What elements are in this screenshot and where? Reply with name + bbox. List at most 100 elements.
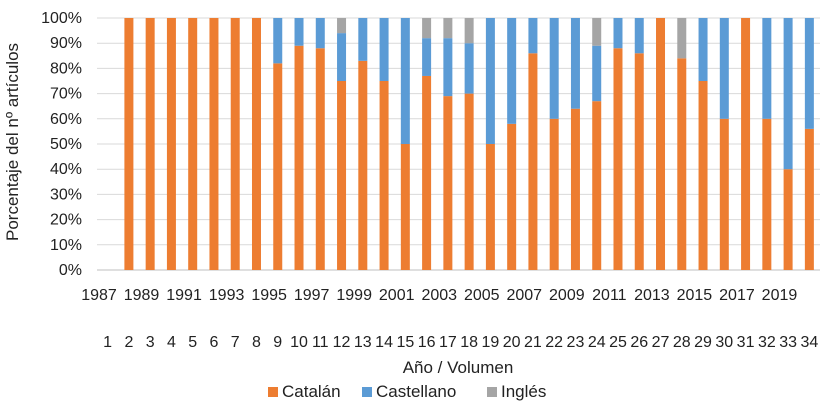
bar-segment xyxy=(741,18,751,270)
bar-segment xyxy=(358,60,368,271)
bar-segment xyxy=(804,18,814,129)
bar-segment xyxy=(634,18,644,54)
x-tick-year: 1999 xyxy=(336,287,372,304)
bar-segment xyxy=(464,93,474,270)
x-tick-volume: 18 xyxy=(460,334,478,351)
x-tick-volume: 13 xyxy=(354,334,372,351)
x-tick-volume: 3 xyxy=(146,334,155,351)
x-tick-volume: 9 xyxy=(273,334,282,351)
bar-segment xyxy=(485,144,495,270)
bar-segment xyxy=(634,53,644,270)
y-tick-label: 10% xyxy=(50,237,82,254)
x-tick-volume: 8 xyxy=(252,334,261,351)
y-axis-title: Porcentaje del nº artículos xyxy=(3,43,22,241)
x-tick-year: 1995 xyxy=(251,287,287,304)
bar-segment xyxy=(507,18,517,124)
x-tick-volume: 11 xyxy=(312,334,329,351)
x-tick-volume: 24 xyxy=(588,334,606,351)
bar-segment xyxy=(570,18,580,109)
bar-segment xyxy=(145,18,155,270)
bar-segment xyxy=(379,18,389,81)
bar-segment xyxy=(273,18,283,64)
bar-segment xyxy=(379,81,389,270)
bar-segment xyxy=(656,18,666,270)
bar-segment xyxy=(677,18,687,59)
bar-segment xyxy=(804,128,814,270)
x-tick-year: 1991 xyxy=(166,287,202,304)
x-tick-volume: 7 xyxy=(231,334,240,351)
bar-segment xyxy=(677,58,687,270)
x-tick-year: 2005 xyxy=(464,287,500,304)
x-tick-volume: 1 xyxy=(103,334,112,351)
bar-segment xyxy=(783,18,793,170)
x-tick-year: 2003 xyxy=(421,287,457,304)
bar-segment xyxy=(783,169,793,270)
bar-segment xyxy=(613,18,623,49)
bar-segment xyxy=(315,48,325,270)
x-tick-volume: 6 xyxy=(210,334,219,351)
y-tick-label: 100% xyxy=(41,10,82,27)
x-tick-year: 2007 xyxy=(506,287,542,304)
y-tick-label: 70% xyxy=(50,86,82,103)
bar-segment xyxy=(400,144,410,270)
x-tick-volume: 17 xyxy=(439,334,457,351)
x-tick-volume: 33 xyxy=(779,334,797,351)
x-tick-volume: 30 xyxy=(715,334,733,351)
bar-segment xyxy=(422,75,432,271)
bar-segment xyxy=(337,81,347,270)
y-tick-label: 0% xyxy=(59,262,82,279)
x-tick-volume: 32 xyxy=(758,334,776,351)
bar-segment xyxy=(698,18,708,81)
x-tick-volume: 31 xyxy=(737,334,755,351)
x-tick-year: 2013 xyxy=(634,287,670,304)
y-tick-label: 30% xyxy=(50,186,82,203)
legend-label: Inglés xyxy=(501,382,546,401)
x-tick-year: 1987 xyxy=(81,287,117,304)
legend-label: Castellano xyxy=(376,382,456,401)
bar-segment xyxy=(464,18,474,44)
x-tick-labels: 1987 1989 1991 1993 1995 1997 1999 2001 2003 2005… xyxy=(81,287,818,351)
bar-segment xyxy=(209,18,219,270)
y-tick-label: 50% xyxy=(50,136,82,153)
x-tick-year: 2017 xyxy=(719,287,755,304)
bar-segment xyxy=(570,108,580,270)
bar-segment xyxy=(251,18,261,270)
x-tick-volume: 14 xyxy=(375,334,393,351)
bar-segment xyxy=(443,18,453,39)
bar-segment xyxy=(549,18,559,119)
legend-label: Catalán xyxy=(282,382,341,401)
x-tick-volume: 16 xyxy=(418,334,436,351)
bar-segment xyxy=(719,118,729,270)
x-tick-volume: 5 xyxy=(188,334,197,351)
x-tick-year: 2009 xyxy=(549,287,585,304)
y-tick-label: 20% xyxy=(50,212,82,229)
bar-segment xyxy=(337,18,347,34)
bar-segment xyxy=(188,18,198,270)
x-tick-volume: 22 xyxy=(545,334,563,351)
bar-segment xyxy=(464,43,474,94)
bar-segment xyxy=(273,63,283,270)
x-tick-volume: 19 xyxy=(481,334,499,351)
x-tick-year: 2019 xyxy=(762,287,798,304)
bar-segment xyxy=(592,101,602,270)
x-tick-volume: 4 xyxy=(167,334,176,351)
bar-segment xyxy=(422,38,432,76)
x-tick-volume: 28 xyxy=(673,334,691,351)
bar-segment xyxy=(230,18,240,270)
bar-segment xyxy=(443,38,453,97)
bar-segment xyxy=(337,33,347,81)
legend: Catalán Castellano Inglés xyxy=(268,382,546,401)
bar-segment xyxy=(166,18,176,270)
bars xyxy=(124,18,814,271)
bar-segment xyxy=(762,18,772,119)
bar-segment xyxy=(719,18,729,119)
x-tick-volume: 34 xyxy=(800,334,818,351)
x-tick-volume: 2 xyxy=(124,334,133,351)
bar-segment xyxy=(592,18,602,46)
x-tick-volume: 21 xyxy=(524,334,542,351)
x-tick-volume: 29 xyxy=(694,334,712,351)
gridlines xyxy=(97,17,820,271)
x-tick-year: 1989 xyxy=(124,287,160,304)
